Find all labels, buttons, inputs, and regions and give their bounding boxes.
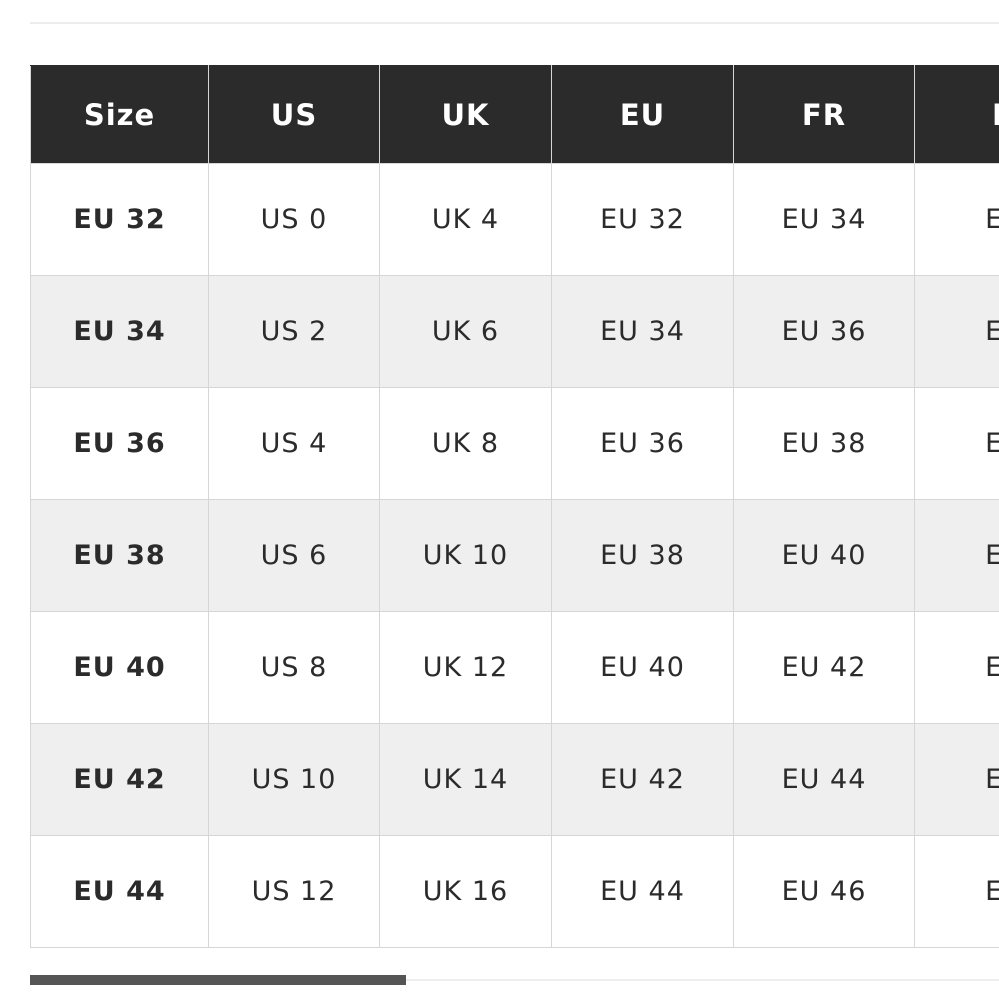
table-cell: EU — [914, 835, 999, 948]
table-cell: EU 40 — [551, 611, 734, 724]
table-cell: US 12 — [208, 835, 380, 948]
table-cell: US 6 — [208, 499, 380, 612]
header-row: SizeUSUKEUFRD — [30, 65, 999, 164]
header-cell: FR — [733, 65, 915, 164]
table-cell: EU 44 — [551, 835, 734, 948]
table-cell: EU 46 — [733, 835, 915, 948]
size-cell: EU 34 — [30, 275, 209, 388]
table-cell: UK 8 — [379, 387, 552, 500]
header-cell: US — [208, 65, 380, 164]
table-cell: EU 34 — [733, 163, 915, 276]
table-cell: EU 40 — [733, 499, 915, 612]
divider — [30, 22, 999, 24]
table-cell: US 8 — [208, 611, 380, 724]
table-cell: EU 36 — [551, 387, 734, 500]
table-cell: UK 12 — [379, 611, 552, 724]
size-cell: EU 44 — [30, 835, 209, 948]
header-cell: Size — [30, 65, 209, 164]
table-cell: US 0 — [208, 163, 380, 276]
table-cell: EU 44 — [733, 723, 915, 836]
header-cell: UK — [379, 65, 552, 164]
scroll-track — [30, 979, 999, 981]
table-cell: UK 14 — [379, 723, 552, 836]
table-cell: UK 10 — [379, 499, 552, 612]
table-cell: EU — [914, 387, 999, 500]
table-cell: UK 6 — [379, 275, 552, 388]
size-cell: EU 38 — [30, 499, 209, 612]
table-cell: EU 38 — [551, 499, 734, 612]
size-cell: EU 42 — [30, 723, 209, 836]
table-cell: US 2 — [208, 275, 380, 388]
table-cell: EU — [914, 611, 999, 724]
header-cell: D — [914, 65, 999, 164]
table-cell: EU — [914, 163, 999, 276]
table-cell: US 4 — [208, 387, 380, 500]
size-cell: EU 36 — [30, 387, 209, 500]
table-cell: UK 4 — [379, 163, 552, 276]
size-cell: EU 32 — [30, 163, 209, 276]
table-cell: UK 16 — [379, 835, 552, 948]
table-cell: EU 36 — [733, 275, 915, 388]
table-cell: EU — [914, 275, 999, 388]
table-cell: EU 42 — [733, 611, 915, 724]
table-cell: EU 34 — [551, 275, 734, 388]
table-cell: EU 38 — [733, 387, 915, 500]
table-cell: EU — [914, 723, 999, 836]
header-cell: EU — [551, 65, 734, 164]
size-cell: EU 40 — [30, 611, 209, 724]
table-cell: EU — [914, 499, 999, 612]
scrollbar[interactable] — [30, 975, 406, 985]
table-cell: EU 42 — [551, 723, 734, 836]
table-cell: US 10 — [208, 723, 380, 836]
table-cell: EU 32 — [551, 163, 734, 276]
